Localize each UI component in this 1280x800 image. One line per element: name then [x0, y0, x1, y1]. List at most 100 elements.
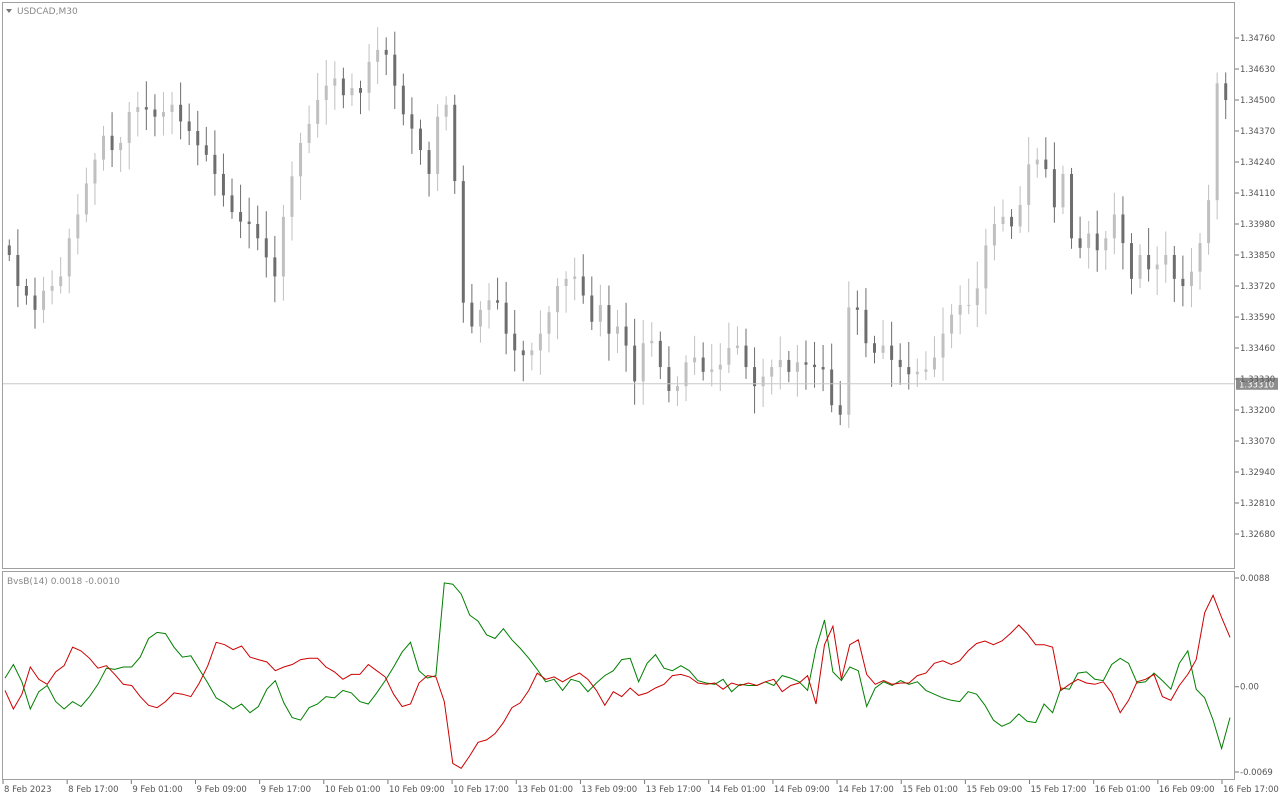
candle-body — [299, 142, 303, 177]
candle-body — [821, 367, 825, 370]
price-tick-label: 1.33200 — [1240, 406, 1275, 416]
price-tick-label: 1.33590 — [1240, 313, 1275, 323]
candle-body — [273, 257, 277, 277]
candle-body — [33, 295, 37, 310]
candle-body — [967, 305, 971, 307]
candle-body — [538, 333, 542, 351]
candle-body — [1095, 233, 1099, 251]
candle-body — [667, 367, 671, 391]
candle-body — [778, 359, 782, 368]
candle-body — [470, 302, 474, 327]
price-tick-label: 1.33330 — [1240, 375, 1275, 385]
candle-body — [478, 309, 482, 327]
candle-body — [187, 121, 191, 131]
price-tick-label: 1.34240 — [1240, 158, 1275, 168]
candle-body — [196, 131, 200, 146]
price-tick-label: 1.33070 — [1240, 437, 1275, 447]
candle-body — [658, 340, 662, 368]
candle-body — [650, 340, 654, 344]
candle-body — [436, 116, 440, 174]
candle-body — [264, 238, 268, 258]
candle-body — [1070, 173, 1074, 239]
price-tick-label: 1.34110 — [1240, 189, 1275, 199]
candle-body — [941, 333, 945, 358]
candle-body — [1061, 173, 1065, 208]
candle-body — [598, 305, 602, 322]
candle-body — [401, 85, 405, 115]
indicator-axis: 0.0088 0.00 -0.0069 — [1235, 574, 1273, 778]
time-tick-label: 15 Feb 17:00 — [1031, 785, 1087, 795]
candle-body — [161, 111, 165, 117]
candle-body — [316, 100, 320, 124]
candle-body — [530, 350, 534, 356]
candle-body — [872, 343, 876, 353]
time-tick-label: 16 Feb 17:00 — [1223, 785, 1279, 795]
candles — [7, 27, 1228, 428]
time-tick-label: 16 Feb 01:00 — [1095, 785, 1151, 795]
candle-body — [770, 367, 774, 377]
candle-body — [795, 362, 799, 372]
candle-body — [1087, 233, 1091, 248]
price-tick-label: 1.32680 — [1240, 530, 1275, 540]
candle-body — [847, 307, 851, 415]
candle-body — [1129, 243, 1133, 279]
candle-body — [1010, 216, 1014, 227]
candle-body — [890, 345, 894, 360]
candle-body — [590, 295, 594, 322]
candle-body — [7, 245, 11, 255]
candle-body — [753, 367, 757, 387]
candle-body — [16, 255, 20, 286]
candle-body — [93, 159, 97, 184]
candle-body — [564, 278, 568, 286]
candle-body — [384, 49, 388, 55]
candle-body — [1215, 83, 1219, 201]
candle-body — [718, 364, 722, 370]
candle-body — [1138, 255, 1142, 279]
time-axis: 8 Feb 2023 8 Feb 17:00 9 Feb 01:00 9 Feb 09… — [2, 780, 1279, 795]
green-indicator-line — [4, 582, 1231, 751]
price-tick-label: 1.32810 — [1240, 499, 1275, 509]
price-tick-label: 1.33850 — [1240, 251, 1275, 261]
candle-body — [341, 78, 345, 96]
candle-body — [504, 302, 508, 334]
price-tick-label: 1.33720 — [1240, 282, 1275, 292]
candle-body — [247, 221, 251, 224]
price-axis: 1.34760 1.34630 1.34500 1.34370 1.34240 1.341… — [1235, 34, 1275, 540]
time-tick-label: 13 Feb 17:00 — [646, 785, 702, 795]
candle-body — [513, 333, 517, 351]
candle-body — [633, 345, 637, 382]
indicator-tick-label: -0.0069 — [1240, 768, 1273, 778]
time-tick-label: 16 Feb 09:00 — [1159, 785, 1215, 795]
candle-body — [761, 376, 765, 387]
time-tick-label: 8 Feb 2023 — [4, 785, 52, 795]
candle-body — [256, 224, 260, 239]
candle-body — [487, 300, 491, 310]
candle-body — [84, 183, 88, 215]
candle-body — [144, 107, 148, 110]
candle-body — [359, 88, 363, 93]
main-panel-title: USDCAD,M30 — [17, 7, 78, 17]
time-tick-label: 13 Feb 01:00 — [517, 785, 573, 795]
candle-body — [684, 362, 688, 387]
candle-body — [50, 286, 54, 291]
candle-body — [1164, 255, 1168, 265]
candle-body — [102, 135, 106, 160]
candle-body — [641, 343, 645, 382]
dropdown-triangle-icon[interactable] — [6, 9, 12, 13]
candle-body — [556, 286, 560, 313]
candle-body — [984, 245, 988, 289]
candle-body — [830, 369, 834, 406]
candle-body — [727, 348, 731, 365]
candle-body — [992, 224, 996, 246]
candle-body — [376, 49, 380, 62]
candle-body — [975, 288, 979, 306]
candle-body — [324, 85, 328, 100]
candle-body — [1018, 204, 1022, 227]
time-tick-label: 14 Feb 09:00 — [774, 785, 830, 795]
candle-body — [787, 359, 791, 372]
candle-body — [24, 286, 28, 296]
candle-body — [573, 276, 577, 279]
candle-body — [1189, 271, 1193, 286]
price-tick-label: 1.33980 — [1240, 220, 1275, 230]
